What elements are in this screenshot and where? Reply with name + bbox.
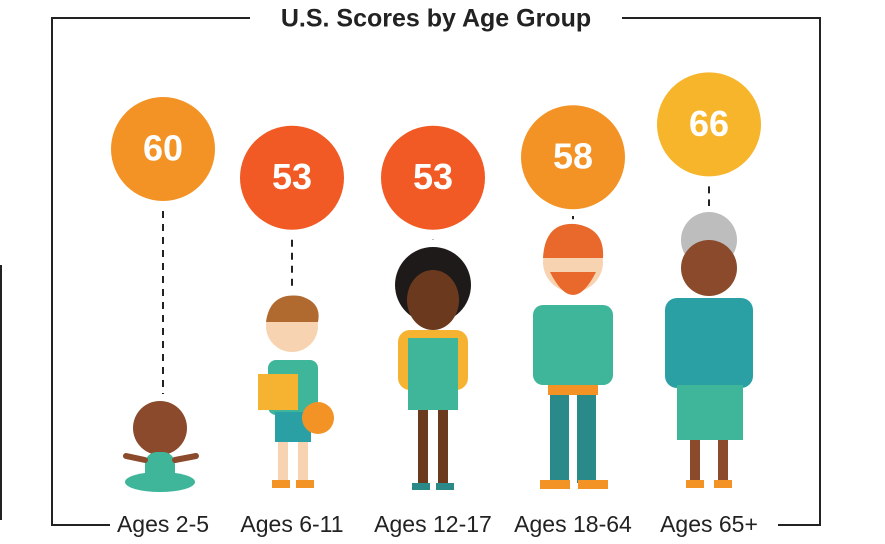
score-circle <box>657 72 761 177</box>
score-circle <box>381 125 485 230</box>
frame <box>0 17 821 526</box>
category-label: Ages 18-64 <box>514 511 632 537</box>
category-label: Ages 12-17 <box>374 511 492 537</box>
score-label: 60 <box>143 128 183 169</box>
score-label: 58 <box>553 136 593 177</box>
chart-title: U.S. Scores by Age Group <box>281 5 591 33</box>
figures <box>123 212 753 492</box>
score-label: 53 <box>272 156 312 197</box>
score-label: 53 <box>413 156 453 197</box>
elder <box>665 212 753 488</box>
category-label: Ages 6-11 <box>240 511 343 537</box>
score-label: 66 <box>689 103 729 144</box>
frame-right <box>622 17 821 526</box>
frame-left <box>51 17 250 526</box>
baby <box>123 401 199 492</box>
category-label: Ages 65+ <box>660 511 758 537</box>
child <box>258 295 334 488</box>
score-circle <box>111 97 215 201</box>
category-label: Ages 2-5 <box>117 511 209 537</box>
score-circle <box>240 125 344 230</box>
score-circle <box>521 105 625 210</box>
adult <box>533 223 613 489</box>
teen <box>395 247 471 490</box>
